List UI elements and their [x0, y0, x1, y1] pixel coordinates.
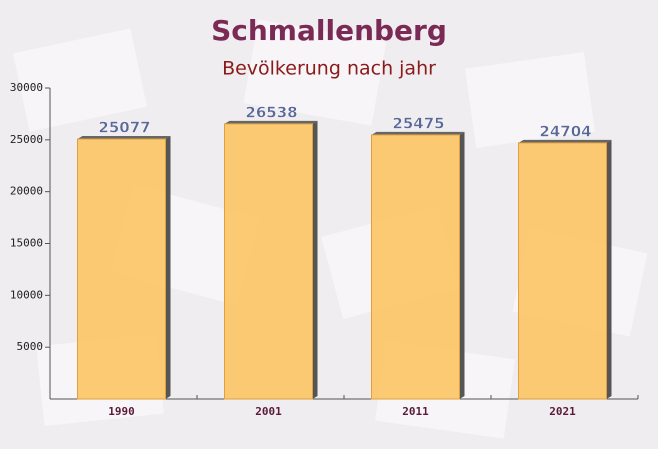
bar	[224, 123, 313, 400]
bar-shadow	[312, 120, 318, 399]
bar-shadow-top	[77, 136, 171, 140]
bar	[371, 134, 460, 400]
y-tick-label: 20000	[10, 185, 43, 198]
bar-shadow-top	[518, 139, 612, 143]
y-tick-label: 5000	[17, 340, 44, 353]
bar-shadow	[606, 139, 612, 400]
chart-subtitle: Bevölkerung nach jahr	[222, 58, 436, 80]
y-tick-label: 30000	[10, 81, 43, 94]
value-label: 24704	[539, 122, 591, 140]
bar	[77, 138, 166, 400]
bar-shadow-top	[224, 120, 318, 124]
bar-shadow-top	[371, 131, 465, 135]
y-tick-label: 15000	[10, 237, 43, 250]
x-tick-label: 2001	[255, 405, 282, 418]
x-tick-label: 2011	[402, 405, 429, 418]
value-label: 26538	[245, 103, 297, 121]
x-tick-label: 1990	[108, 405, 135, 418]
value-label: 25475	[392, 114, 444, 132]
x-tick-label: 2021	[549, 405, 576, 418]
bar-shadow	[165, 136, 171, 399]
value-label: 25077	[98, 119, 150, 137]
y-tick-label: 10000	[10, 288, 43, 301]
bar-shadow	[459, 131, 465, 399]
chart-title: Schmallenberg	[211, 14, 447, 47]
y-tick-label: 25000	[10, 133, 43, 146]
bar	[518, 142, 607, 400]
